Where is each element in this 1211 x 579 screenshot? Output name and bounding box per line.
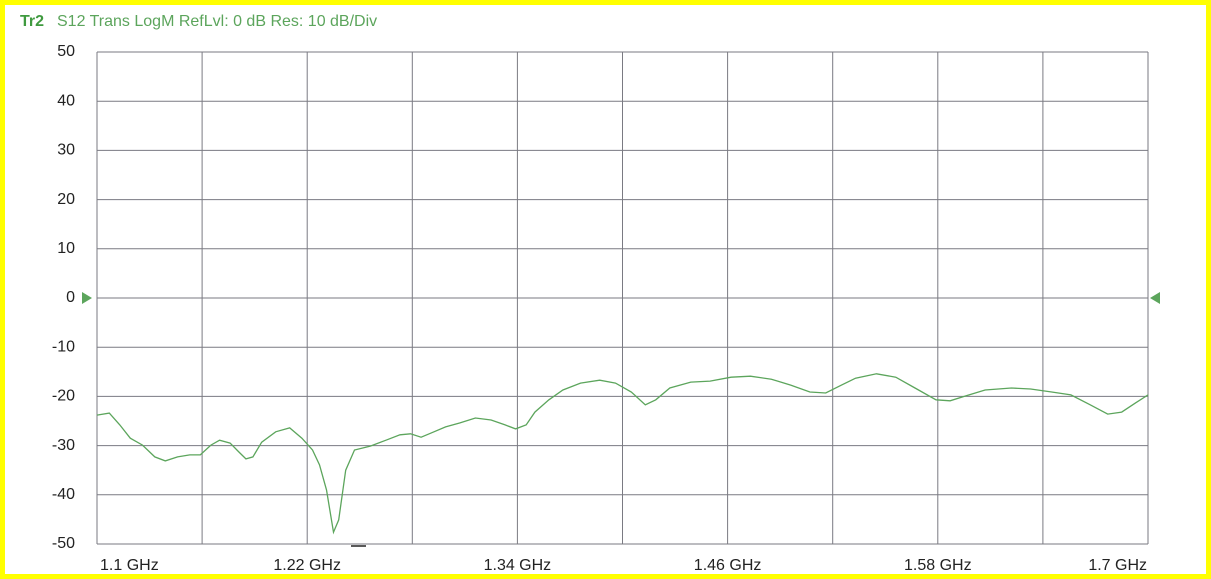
x-tick-label: 1.34 GHz (484, 557, 552, 574)
y-tick-label: 0 (66, 289, 75, 306)
trace-name: Tr2 (20, 13, 44, 30)
x-tick-label: 1.58 GHz (904, 557, 972, 574)
y-tick-label: -50 (52, 535, 75, 552)
y-tick-label: -10 (52, 338, 75, 355)
x-tick-label: 1.22 GHz (273, 557, 341, 574)
chart-title: S12 Trans LogM RefLvl: 0 dB Res: 10 dB/D… (57, 13, 377, 30)
y-tick-label: 50 (57, 43, 75, 60)
y-tick-label: -20 (52, 388, 75, 405)
y-tick-label: 40 (57, 92, 75, 109)
y-tick-label: -40 (52, 486, 75, 503)
ref-marker-left (82, 292, 92, 304)
ref-marker-right (1150, 292, 1160, 304)
x-tick-label: 1.46 GHz (694, 557, 762, 574)
x-tick-label: 1.1 GHz (100, 557, 159, 574)
y-tick-label: 30 (57, 142, 75, 159)
y-tick-label: 10 (57, 240, 75, 257)
trace (96, 373, 1149, 535)
y-tick-label: 20 (57, 191, 75, 208)
y-tick-label: -30 (52, 437, 75, 454)
x-tick-label: 1.7 GHz (1088, 557, 1147, 574)
